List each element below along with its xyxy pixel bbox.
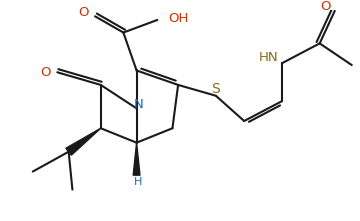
Polygon shape [133, 143, 140, 175]
Polygon shape [66, 128, 101, 155]
Text: H: H [134, 177, 143, 187]
Text: N: N [134, 97, 143, 110]
Text: HN: HN [258, 51, 278, 64]
Text: S: S [211, 82, 220, 96]
Text: O: O [78, 6, 88, 19]
Text: O: O [40, 66, 50, 79]
Text: OH: OH [169, 12, 189, 25]
Text: O: O [320, 0, 331, 13]
